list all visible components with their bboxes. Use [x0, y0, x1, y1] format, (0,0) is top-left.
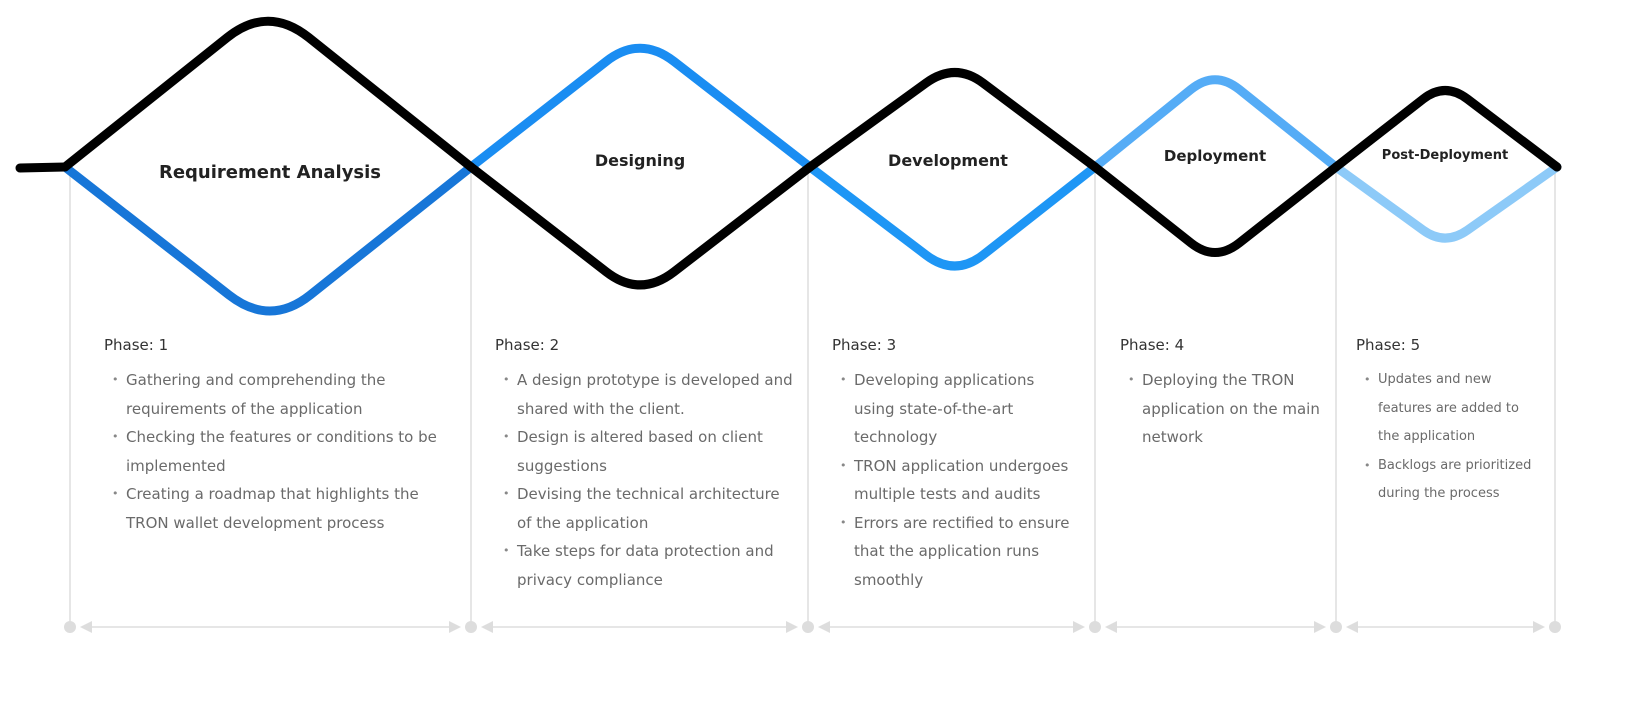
list-item: TRON application undergoes multiple test…: [840, 452, 1077, 509]
phase-label: Phase: 3: [832, 336, 897, 354]
phase-label: Phase: 4: [1120, 336, 1185, 354]
phase-title-5: Post-Deployment: [1381, 148, 1509, 163]
node-dot: [1549, 621, 1561, 633]
phase-title-3: Development: [888, 151, 1008, 170]
arrow-left-icon: [481, 621, 493, 633]
node-dot: [1089, 621, 1101, 633]
wave-segment: [60, 16, 476, 172]
arrow-right-icon: [1073, 621, 1085, 633]
wave-segment: [1090, 162, 1341, 257]
list-item: Developing applications using state-of-t…: [840, 366, 1077, 452]
phase-column-3: Phase: 3 Developing applications using s…: [832, 336, 1077, 594]
phase-title-2: Designing: [594, 151, 686, 170]
arrow-right-icon: [1314, 621, 1326, 633]
wave-segment: [60, 162, 476, 316]
wave-segment: [1331, 86, 1562, 172]
wave-segment: [466, 43, 815, 172]
list-item: Take steps for data protection and priva…: [503, 537, 795, 594]
phase-label: Phase: 1: [104, 336, 169, 354]
list-item: Backlogs are prioritized during the proc…: [1364, 452, 1536, 509]
list-item: Checking the features or conditions to b…: [112, 423, 444, 480]
list-item: Deploying the TRON application on the ma…: [1128, 366, 1325, 452]
node-dot: [1330, 621, 1342, 633]
list-item: Devising the technical architecture of t…: [503, 480, 795, 537]
arrow-left-icon: [1105, 621, 1117, 633]
phase-label: Phase: 5: [1356, 336, 1421, 354]
wave-segment: [1331, 162, 1562, 243]
list-item: Errors are rectified to ensure that the …: [840, 509, 1077, 595]
list-item: Design is altered based on client sugges…: [503, 423, 795, 480]
phase-column-1: Phase: 1 Gathering and comprehending the…: [104, 336, 444, 537]
wave-segment: [466, 162, 815, 290]
arrow-left-icon: [818, 621, 830, 633]
phase-column-4: Phase: 4 Deploying the TRON application …: [1120, 336, 1325, 452]
arrow-right-icon: [1533, 621, 1545, 633]
list-item: Gathering and comprehending the requirem…: [112, 366, 444, 423]
list-item: Updates and new features are added to th…: [1364, 366, 1536, 452]
arrow-right-icon: [786, 621, 798, 633]
start-line: [15, 162, 70, 173]
wave-segment: [805, 68, 1100, 172]
list-item: Creating a roadmap that highlights the T…: [112, 480, 444, 537]
arrow-left-icon: [1346, 621, 1358, 633]
arrow-left-icon: [80, 621, 92, 633]
phase-column-5: Phase: 5 Updates and new features are ad…: [1356, 336, 1536, 509]
node-dot: [64, 621, 76, 633]
phase-title-4: Deployment: [1163, 147, 1267, 165]
list-item: A design prototype is developed and shar…: [503, 366, 795, 423]
wave-segment: [1090, 75, 1341, 172]
arrow-right-icon: [449, 621, 461, 633]
phase-label: Phase: 2: [495, 336, 560, 354]
phase-title-1: Requirement Analysis: [158, 162, 382, 183]
node-dot: [802, 621, 814, 633]
node-dot: [465, 621, 477, 633]
phase-column-2: Phase: 2 A design prototype is developed…: [495, 336, 795, 594]
wave-segment: [805, 162, 1100, 271]
